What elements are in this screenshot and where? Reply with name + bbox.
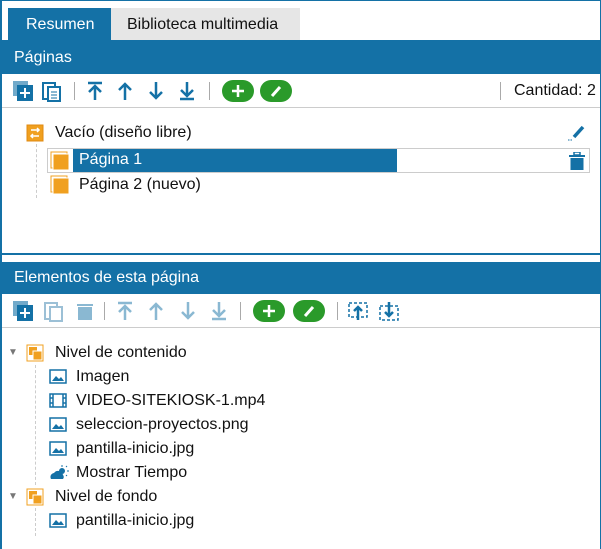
image-icon [49,441,67,456]
move-top-icon[interactable] [84,80,106,102]
pencil-icon [303,306,315,317]
element-label: Mostrar Tiempo [76,464,188,481]
edit-button[interactable] [260,80,292,102]
add-element-icon[interactable] [12,300,34,322]
add-button[interactable] [253,300,285,322]
page-label[interactable]: Página 2 (nuevo) [79,176,201,193]
layer-icon [26,344,44,362]
tree-guide [35,508,36,536]
tree-guide [35,365,36,485]
element-label: pantilla-inicio.jpg [76,440,195,457]
edit-button[interactable] [293,300,325,322]
page-row-selected[interactable] [47,148,590,173]
image-icon [49,417,67,432]
move-up-icon [149,302,163,320]
move-bottom-icon[interactable] [176,80,198,102]
separator [74,82,75,100]
add-page-icon[interactable] [12,80,34,102]
separator [500,82,501,100]
plus-icon [263,305,275,317]
pencil-icon [270,86,282,97]
layout-label: Vacío (diseño libre) [55,124,192,141]
page-icon [50,151,70,171]
separator [240,302,241,320]
pages-header: Páginas [2,40,600,74]
elements-toolbar [2,294,600,328]
expand-triangle-icon[interactable]: ▼ [8,347,18,358]
paste-icon[interactable] [40,80,62,102]
group-label: Nivel de fondo [55,488,158,505]
expand-triangle-icon[interactable]: ▼ [8,491,18,502]
divider [2,253,600,255]
element-label: Imagen [76,368,130,385]
image-icon [49,369,67,384]
tab-resumen[interactable]: Resumen [8,8,111,40]
plus-icon [232,85,244,97]
add-button[interactable] [222,80,254,102]
paste-icon [44,302,63,322]
move-bottom-icon [212,302,226,321]
edit-layout-icon[interactable] [567,124,587,142]
trash-icon [77,304,93,320]
tree-guide [36,144,37,198]
group-label: Nivel de contenido [55,344,187,361]
move-top-icon [118,301,132,320]
page-label[interactable]: Página 1 [79,151,143,168]
move-to-foreground-icon[interactable] [347,300,369,322]
element-label: pantilla-inicio.jpg [76,512,195,529]
layer-icon [26,488,44,506]
move-up-icon[interactable] [114,80,136,102]
separator [209,82,210,100]
elements-header: Elementos de esta página [2,262,600,294]
element-label: seleccion-proyectos.png [76,416,249,433]
page-icon [50,175,70,195]
trash-icon[interactable] [569,152,585,170]
image-icon [49,513,67,528]
selection-highlight [73,149,397,172]
move-down-icon [181,302,195,320]
move-down-icon[interactable] [145,80,167,102]
element-label: VIDEO-SITEKIOSK-1.mp4 [76,392,266,409]
layout-swap-icon [26,124,44,142]
page-count: Cantidad: 2 [514,82,596,99]
film-icon [49,393,67,408]
separator [337,302,338,320]
tab-biblioteca-multimedia[interactable]: Biblioteca multimedia [111,8,300,40]
move-to-background-icon[interactable] [378,300,400,322]
weather-icon [50,465,69,479]
pages-toolbar: Cantidad: 2 [2,74,600,108]
separator [104,302,105,320]
